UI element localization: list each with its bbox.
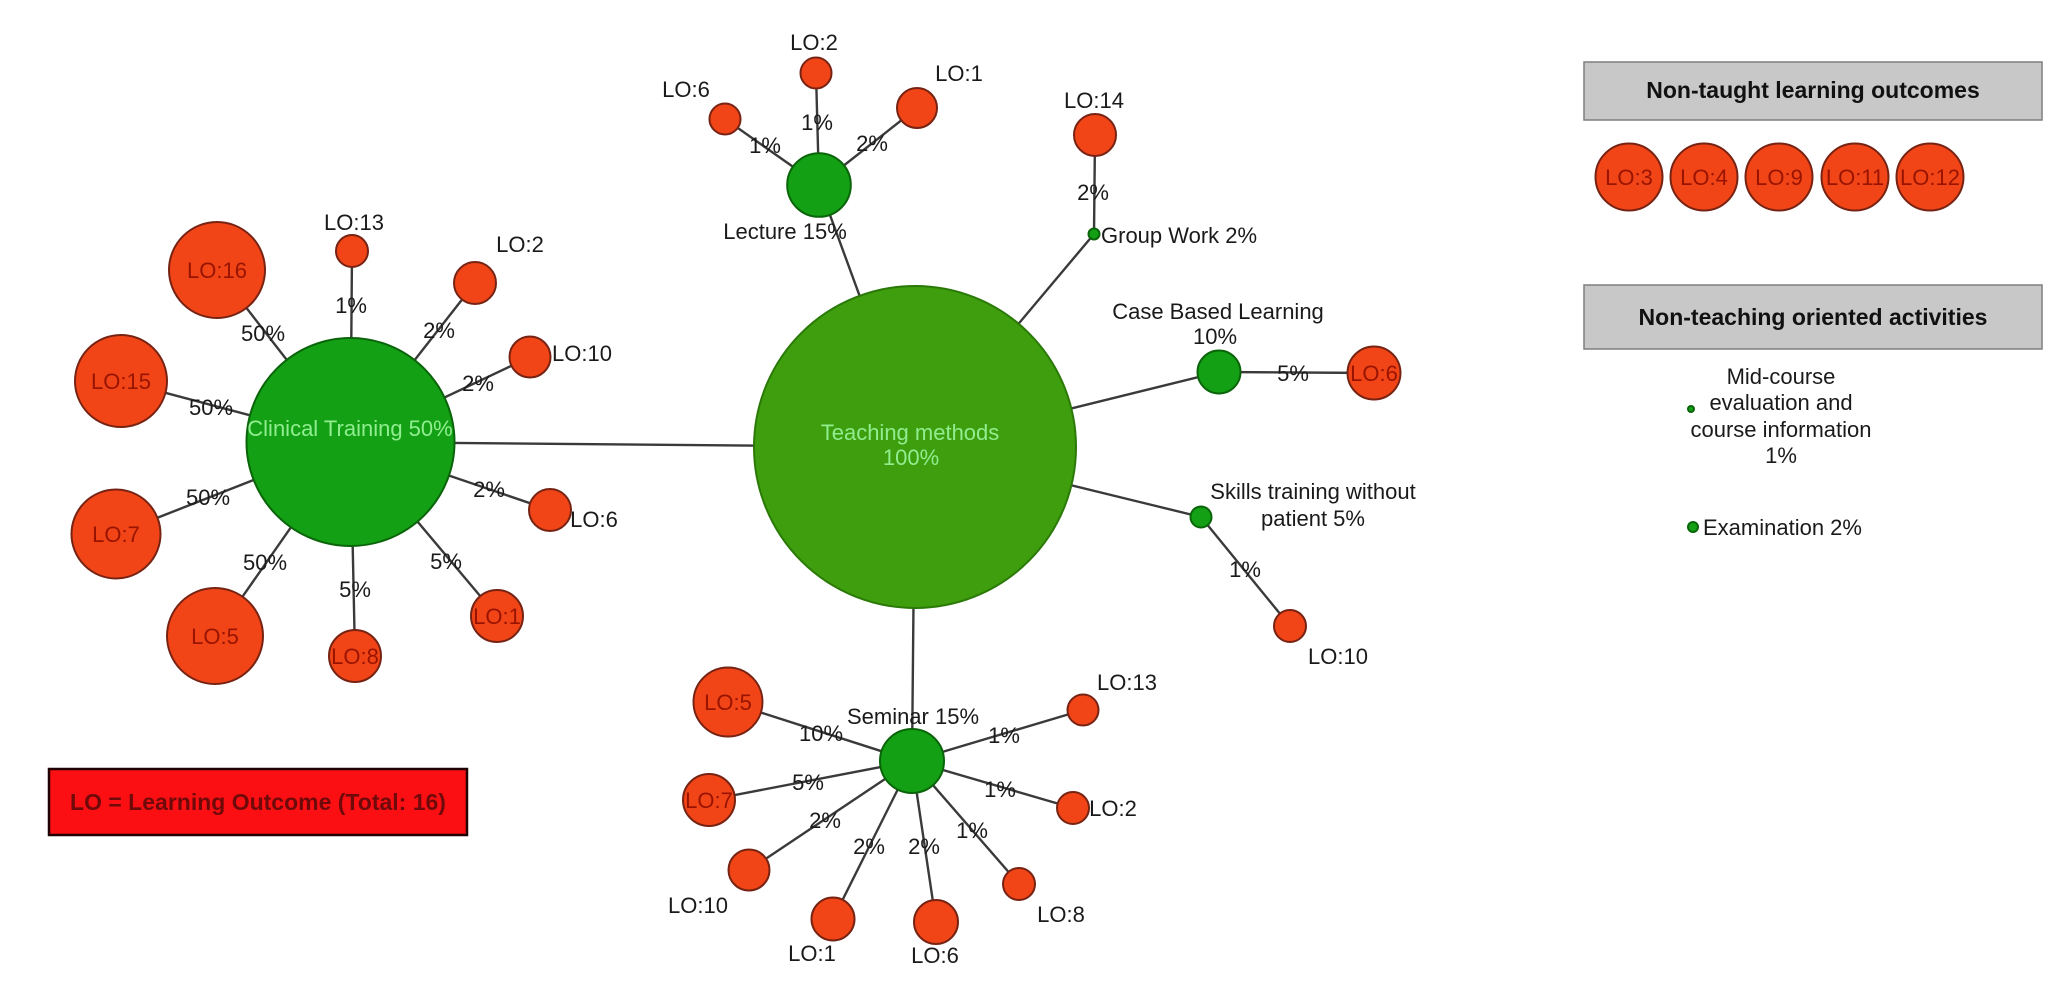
svg-text:LO:7: LO:7 bbox=[92, 522, 140, 547]
svg-text:5%: 5% bbox=[1277, 361, 1309, 386]
svg-text:LO:6: LO:6 bbox=[662, 77, 710, 102]
svg-text:LO:10: LO:10 bbox=[668, 893, 728, 918]
svg-text:LO:13: LO:13 bbox=[1097, 670, 1157, 695]
svg-text:LO:8: LO:8 bbox=[331, 644, 379, 669]
svg-text:50%: 50% bbox=[186, 485, 230, 510]
svg-text:LO:1: LO:1 bbox=[473, 604, 521, 629]
svg-text:LO:13: LO:13 bbox=[324, 210, 384, 235]
svg-text:2%: 2% bbox=[908, 834, 940, 859]
svg-text:2%: 2% bbox=[809, 808, 841, 833]
svg-text:Lecture 15%: Lecture 15% bbox=[723, 219, 847, 244]
svg-text:10%: 10% bbox=[1193, 324, 1237, 349]
svg-text:evaluation and: evaluation and bbox=[1709, 390, 1852, 415]
svg-text:Non-teaching oriented activiti: Non-teaching oriented activities bbox=[1639, 304, 1988, 330]
svg-text:Teaching methods: Teaching methods bbox=[821, 420, 1000, 445]
svg-text:1%: 1% bbox=[335, 293, 367, 318]
svg-text:LO:8: LO:8 bbox=[1037, 902, 1085, 927]
svg-text:LO:14: LO:14 bbox=[1064, 88, 1124, 113]
svg-text:Examination 2%: Examination 2% bbox=[1703, 515, 1862, 540]
svg-text:Seminar 15%: Seminar 15% bbox=[847, 704, 979, 729]
svg-text:LO:1: LO:1 bbox=[788, 941, 836, 966]
svg-text:50%: 50% bbox=[243, 550, 287, 575]
svg-text:5%: 5% bbox=[430, 549, 462, 574]
svg-text:Clinical Training 50%: Clinical Training 50% bbox=[247, 416, 452, 441]
svg-text:2%: 2% bbox=[473, 477, 505, 502]
svg-text:2%: 2% bbox=[856, 131, 888, 156]
svg-text:50%: 50% bbox=[241, 321, 285, 346]
svg-text:LO:16: LO:16 bbox=[187, 258, 247, 283]
svg-text:course information: course information bbox=[1691, 417, 1872, 442]
svg-text:LO:2: LO:2 bbox=[790, 30, 838, 55]
svg-text:2%: 2% bbox=[462, 371, 494, 396]
svg-text:2%: 2% bbox=[1077, 180, 1109, 205]
svg-text:1%: 1% bbox=[988, 723, 1020, 748]
svg-text:1%: 1% bbox=[1229, 557, 1261, 582]
svg-text:100%: 100% bbox=[883, 445, 939, 470]
svg-text:LO:10: LO:10 bbox=[1308, 644, 1368, 669]
svg-text:Non-taught learning outcomes: Non-taught learning outcomes bbox=[1646, 77, 1980, 103]
svg-text:1%: 1% bbox=[956, 818, 988, 843]
svg-text:LO:9: LO:9 bbox=[1755, 165, 1803, 190]
svg-text:LO:12: LO:12 bbox=[1900, 165, 1960, 190]
svg-text:LO:5: LO:5 bbox=[704, 690, 752, 715]
svg-text:1%: 1% bbox=[801, 110, 833, 135]
svg-text:1%: 1% bbox=[984, 777, 1016, 802]
svg-text:Mid-course: Mid-course bbox=[1727, 364, 1836, 389]
svg-text:5%: 5% bbox=[792, 770, 824, 795]
svg-text:50%: 50% bbox=[189, 395, 233, 420]
svg-text:Skills training without: Skills training without bbox=[1210, 479, 1415, 504]
svg-text:LO:5: LO:5 bbox=[191, 624, 239, 649]
svg-text:LO:2: LO:2 bbox=[496, 232, 544, 257]
svg-text:Case Based Learning: Case Based Learning bbox=[1112, 299, 1324, 324]
svg-text:LO:6: LO:6 bbox=[570, 507, 618, 532]
svg-text:Group Work 2%: Group Work 2% bbox=[1101, 223, 1257, 248]
svg-text:1%: 1% bbox=[1765, 443, 1797, 468]
svg-text:patient 5%: patient 5% bbox=[1261, 506, 1365, 531]
svg-text:10%: 10% bbox=[799, 721, 843, 746]
svg-text:LO:6: LO:6 bbox=[1350, 361, 1398, 386]
svg-text:5%: 5% bbox=[339, 577, 371, 602]
svg-text:LO:4: LO:4 bbox=[1680, 165, 1728, 190]
svg-text:LO:7: LO:7 bbox=[685, 788, 733, 813]
svg-text:LO:11: LO:11 bbox=[1826, 165, 1884, 190]
svg-text:LO:10: LO:10 bbox=[552, 341, 612, 366]
svg-text:1%: 1% bbox=[749, 133, 781, 158]
svg-text:LO:2: LO:2 bbox=[1089, 796, 1137, 821]
svg-text:LO:15: LO:15 bbox=[91, 369, 151, 394]
svg-text:LO:3: LO:3 bbox=[1605, 165, 1653, 190]
svg-text:LO:1: LO:1 bbox=[935, 61, 983, 86]
svg-text:2%: 2% bbox=[423, 318, 455, 343]
svg-text:2%: 2% bbox=[853, 834, 885, 859]
svg-text:LO:6: LO:6 bbox=[911, 943, 959, 968]
svg-text:LO = Learning Outcome (Total:: LO = Learning Outcome (Total: 16) bbox=[70, 789, 446, 815]
